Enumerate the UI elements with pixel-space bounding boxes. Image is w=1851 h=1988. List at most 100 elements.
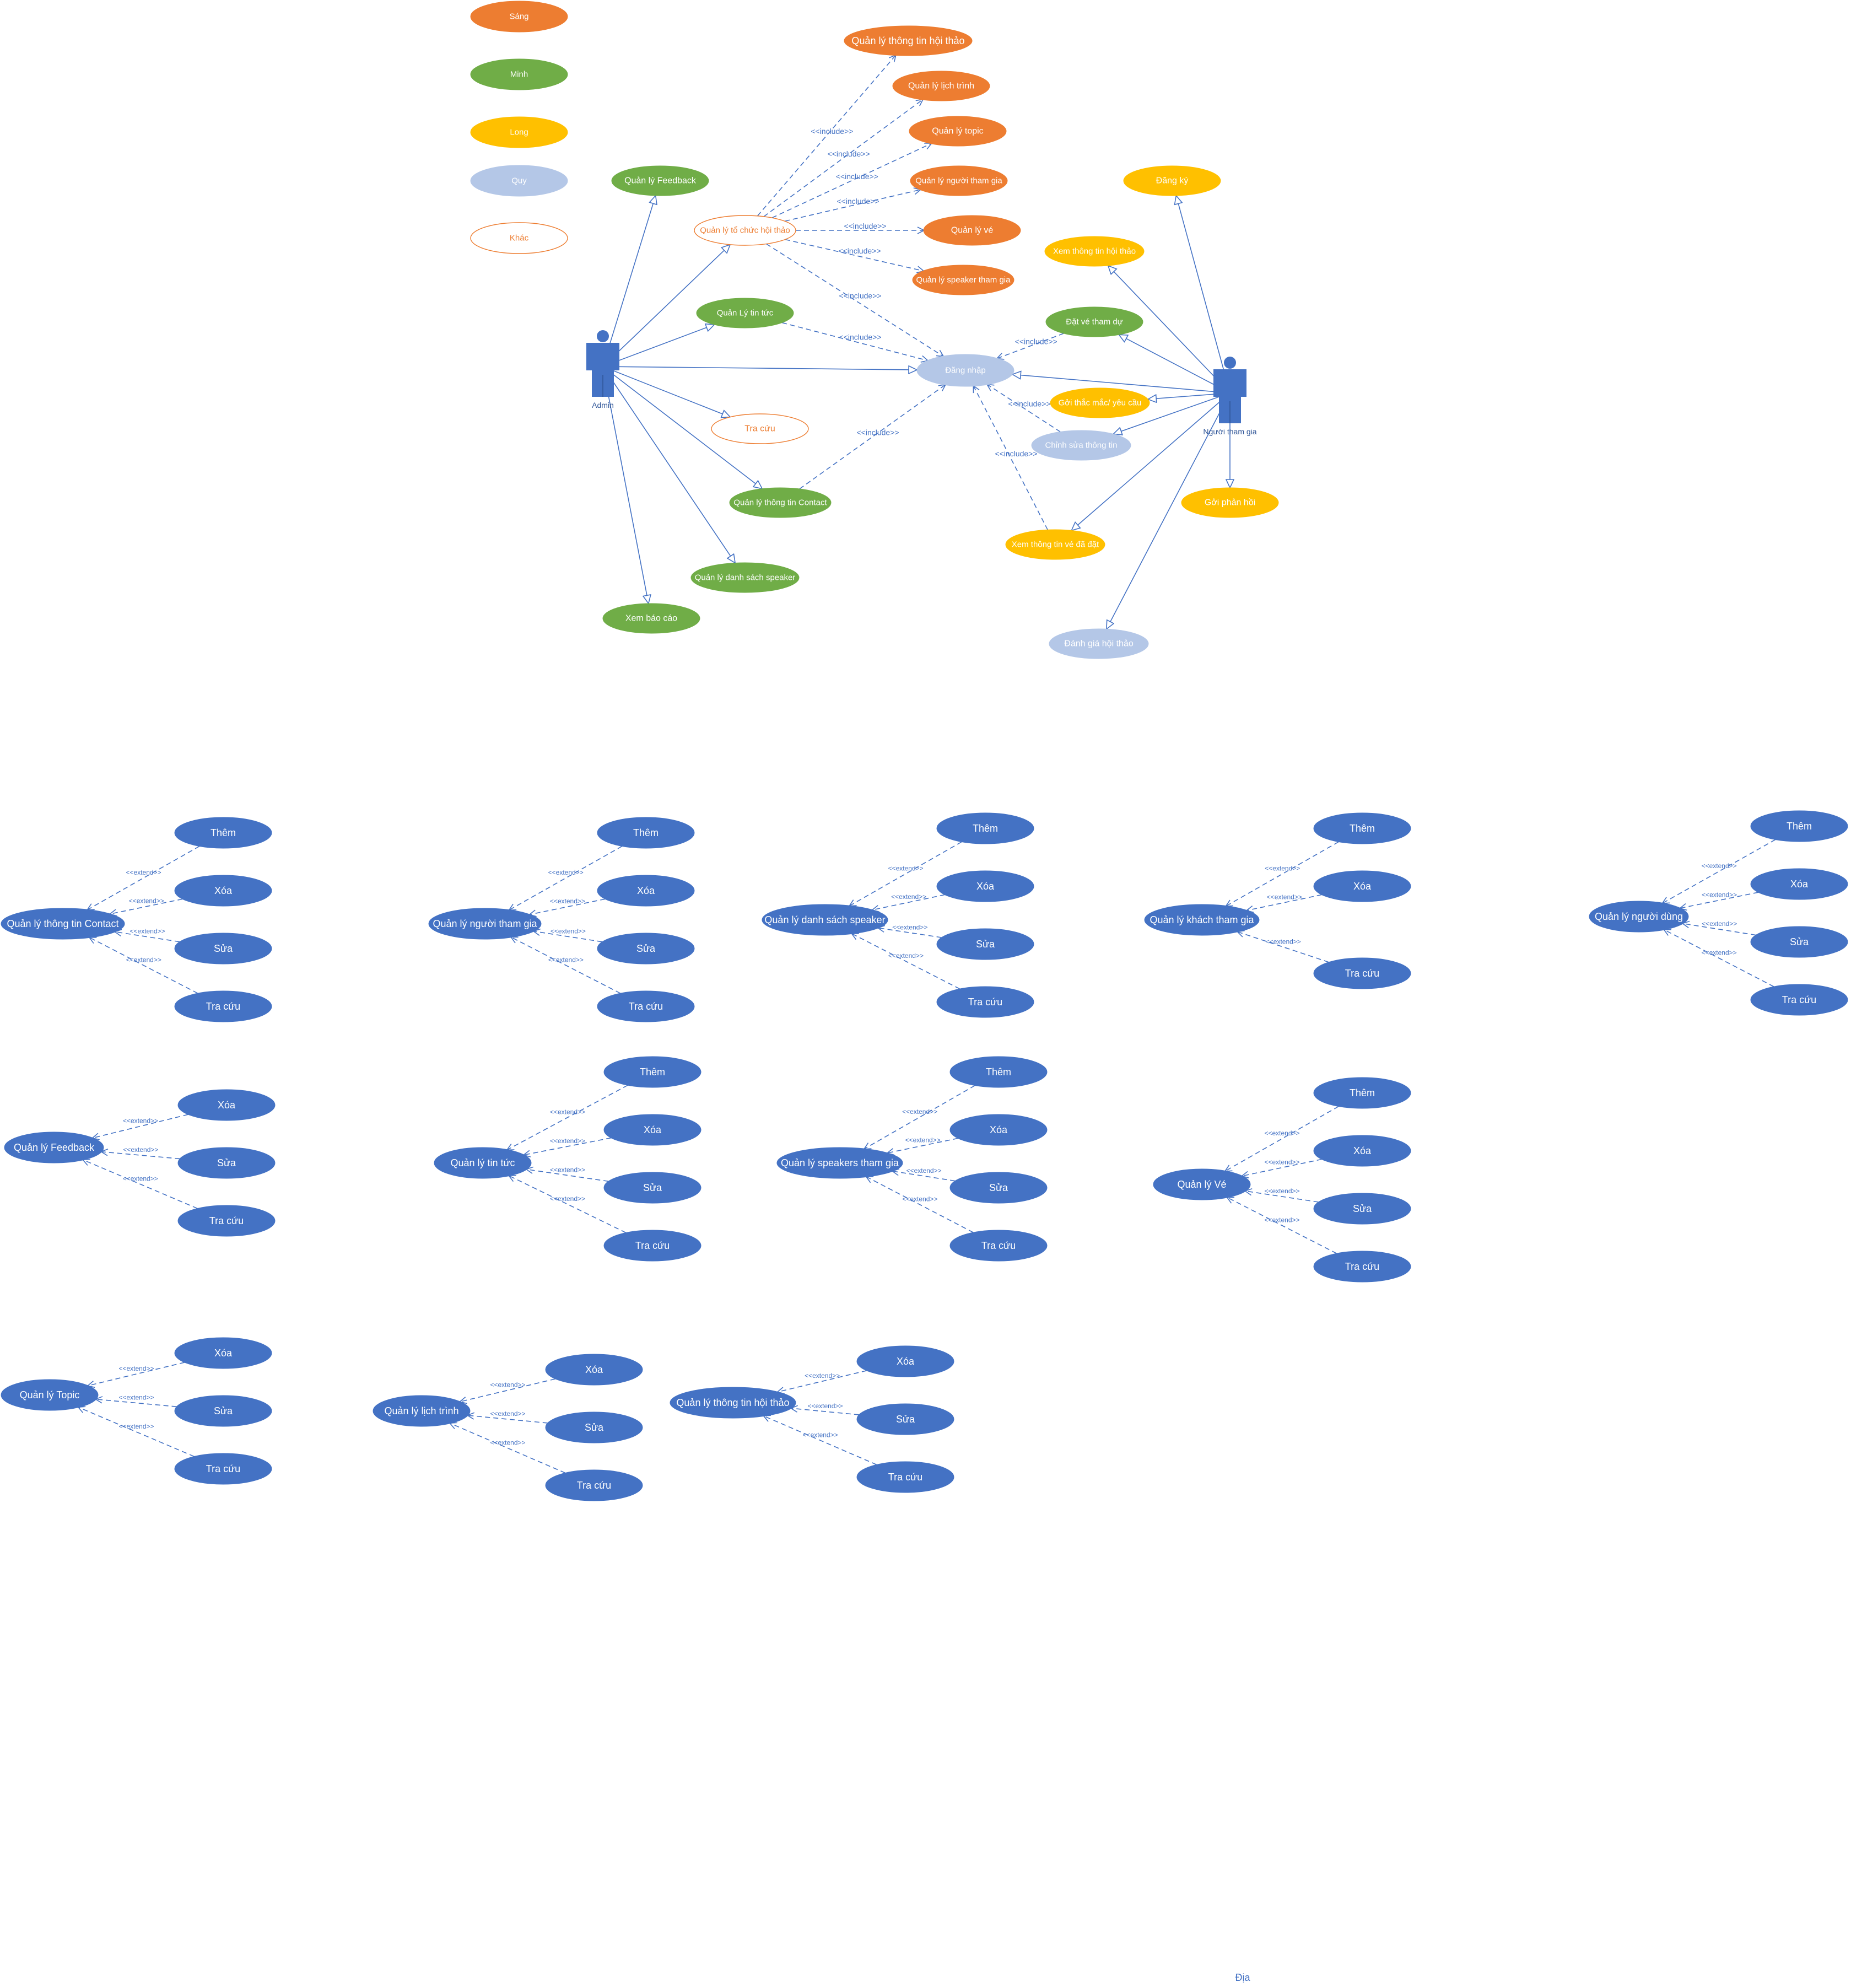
extend-item-grp-ve-2[interactable]: Sửa bbox=[1313, 1193, 1411, 1225]
extend-base-grp-speakers-tham-gia[interactable]: Quản lý speakers tham gia bbox=[776, 1147, 903, 1179]
use-case-xem-bao-cao[interactable]: Xem báo cáo bbox=[602, 603, 700, 634]
extend-item-grp-khach-tham-gia-1[interactable]: Xóa bbox=[1313, 870, 1411, 902]
extend-base-grp-topic[interactable]: Quản lý Topic bbox=[1, 1379, 99, 1411]
use-case-xem-thong-tin-hoi-thao[interactable]: Xem thông tin hội thảo bbox=[1044, 236, 1145, 267]
extend-item-grp-feedback-2[interactable]: Tra cứu bbox=[177, 1205, 276, 1237]
extend-item-grp-lich-trinh-2[interactable]: Tra cứu bbox=[545, 1469, 643, 1501]
actor-admin[interactable]: Admin bbox=[586, 330, 619, 410]
extend-line bbox=[101, 1152, 180, 1160]
extend-item-grp-danh-sach-speaker-1[interactable]: Xóa bbox=[936, 870, 1034, 902]
use-case-dang-ky[interactable]: Đăng ký bbox=[1123, 165, 1221, 196]
extend-item-grp-khach-tham-gia-0[interactable]: Thêm bbox=[1313, 812, 1411, 844]
extend-item-grp-tin-tuc-2[interactable]: Sửa bbox=[603, 1172, 701, 1204]
extend-base-grp-nguoi-tham-gia[interactable]: Quản lý người tham gia bbox=[428, 908, 542, 940]
extend-line bbox=[510, 845, 623, 909]
extend-item-grp-ve-1[interactable]: Xóa bbox=[1313, 1135, 1411, 1167]
extend-base-grp-lich-trinh[interactable]: Quản lý lịch trình bbox=[373, 1395, 471, 1427]
extend-item-grp-topic-0[interactable]: Xóa bbox=[174, 1337, 272, 1369]
legend-khac-shape bbox=[470, 222, 568, 254]
legend-long[interactable]: Long bbox=[470, 116, 568, 148]
use-case-xem-thong-tin-ve[interactable]: Xem thông tin vé đã đặt bbox=[1005, 529, 1105, 560]
extend-item-grp-contact-0[interactable]: Thêm bbox=[174, 817, 272, 849]
extend-item-grp-thong-tin-hoi-thao-1[interactable]: Sửa bbox=[856, 1403, 954, 1435]
extend-item-grp-topic-1[interactable]: Sửa bbox=[174, 1395, 272, 1427]
use-case-dat-ve-tham-du[interactable]: Đặt vé tham dự bbox=[1045, 306, 1143, 337]
use-case-tra-cuu[interactable]: Tra cứu bbox=[711, 413, 809, 444]
use-case-ql-to-chuc-hoi-thao[interactable]: Quản lý tổ chức hội thảo bbox=[694, 215, 796, 246]
extend-item-grp-feedback-1[interactable]: Sửa bbox=[177, 1147, 276, 1179]
extend-base-grp-nguoi-dung[interactable]: Quản lý người dùng bbox=[1589, 901, 1689, 933]
extend-line bbox=[450, 1424, 566, 1474]
extend-item-grp-danh-sach-speaker-2[interactable]: Sửa bbox=[936, 928, 1034, 960]
legend-khac[interactable]: Khác bbox=[470, 222, 568, 254]
extend-item-grp-nguoi-dung-3[interactable]: Tra cứu bbox=[1750, 984, 1848, 1016]
extend-item-grp-contact-2[interactable]: Sửa bbox=[174, 933, 272, 965]
use-case-chinh-sua-thong-tin[interactable]: Chỉnh sửa thông tin bbox=[1031, 430, 1131, 461]
use-case-gui-phan-hoi[interactable]: Gởi phản hồi bbox=[1181, 487, 1279, 518]
extend-base-grp-khach-tham-gia[interactable]: Quản lý khách tham gia bbox=[1144, 904, 1260, 936]
use-case-ql-ve[interactable]: Quản lý vé bbox=[923, 215, 1021, 246]
extend-item-grp-speakers-tham-gia-0[interactable]: Thêm bbox=[949, 1056, 1048, 1088]
use-case-ql-lich-trinh[interactable]: Quản lý lịch trình bbox=[892, 71, 990, 101]
use-case-ql-thong-tin-hoi-thao[interactable]: Quản lý thông tin hội thảo bbox=[844, 25, 973, 56]
extend-item-grp-contact-3[interactable]: Tra cứu bbox=[174, 990, 272, 1022]
extend-item-grp-nguoi-dung-2[interactable]: Sửa bbox=[1750, 926, 1848, 958]
extend-item-grp-nguoi-dung-1[interactable]: Xóa bbox=[1750, 868, 1848, 900]
legend-quy[interactable]: Quy bbox=[470, 165, 568, 197]
extend-item-grp-topic-2[interactable]: Tra cứu bbox=[174, 1453, 272, 1485]
extend-item-grp-contact-0-label: Thêm bbox=[211, 827, 236, 838]
extend-group-grp-feedback: Xóa Sửa Tra cứu Quản lý Feedback bbox=[4, 1089, 276, 1237]
extend-item-grp-tin-tuc-1[interactable]: Xóa bbox=[603, 1114, 701, 1146]
use-case-ql-nguoi-tham-gia[interactable]: Quản lý người tham gia bbox=[910, 165, 1008, 196]
extend-item-grp-nguoi-dung-3-label: Tra cứu bbox=[1782, 994, 1816, 1005]
extend-item-grp-thong-tin-hoi-thao-0[interactable]: Xóa bbox=[856, 1345, 954, 1377]
extend-base-grp-danh-sach-speaker[interactable]: Quản lý danh sách speaker bbox=[762, 904, 888, 936]
extend-base-grp-khach-tham-gia-shape bbox=[1144, 904, 1260, 936]
use-case-dang-nhap[interactable]: Đăng nhập bbox=[916, 354, 1014, 387]
extend-item-grp-ve-0[interactable]: Thêm bbox=[1313, 1077, 1411, 1109]
extend-base-grp-thong-tin-hoi-thao[interactable]: Quản lý thông tin hội thảo bbox=[670, 1387, 796, 1419]
extend-item-grp-nguoi-tham-gia-2[interactable]: Sửa bbox=[597, 933, 695, 965]
extend-item-grp-danh-sach-speaker-3[interactable]: Tra cứu bbox=[936, 986, 1034, 1018]
extend-item-grp-lich-trinh-0[interactable]: Xóa bbox=[545, 1354, 643, 1386]
extend-item-grp-khach-tham-gia-2[interactable]: Tra cứu bbox=[1313, 957, 1411, 989]
actor-nguoi-tham-gia[interactable]: Người tham gia bbox=[1203, 357, 1257, 436]
extend-item-grp-thong-tin-hoi-thao-2[interactable]: Tra cứu bbox=[856, 1461, 954, 1493]
use-case-ql-danh-sach-speaker-shape bbox=[690, 562, 800, 593]
use-case-danh-gia-hoi-thao[interactable]: Đánh giá hội thảo bbox=[1049, 628, 1149, 659]
include-ql-tin-tuc-dang-nhap bbox=[781, 322, 927, 360]
use-case-ql-topic[interactable]: Quản lý topic bbox=[909, 116, 1007, 147]
extend-group-grp-danh-sach-speaker: Thêm Xóa Sửa Tra cứu Quản lý danh sách speak… bbox=[762, 812, 1034, 1018]
extend-base-grp-topic-shape bbox=[1, 1379, 99, 1411]
extend-item-grp-danh-sach-speaker-0[interactable]: Thêm bbox=[936, 812, 1034, 844]
extend-item-grp-tin-tuc-0[interactable]: Thêm bbox=[603, 1056, 701, 1088]
use-case-gui-thac-mac[interactable]: Gởi thắc mắc/ yêu cầu bbox=[1050, 387, 1150, 418]
extend-item-grp-nguoi-tham-gia-3[interactable]: Tra cứu bbox=[597, 990, 695, 1022]
extend-item-grp-speakers-tham-gia-2[interactable]: Sửa bbox=[949, 1172, 1048, 1204]
extend-item-grp-ve-3[interactable]: Tra cứu bbox=[1313, 1251, 1411, 1283]
extend-base-grp-feedback[interactable]: Quản lý Feedback bbox=[4, 1132, 104, 1163]
use-case-ql-contact[interactable]: Quản lý thông tin Contact bbox=[729, 487, 832, 518]
extend-base-grp-tin-tuc[interactable]: Quản lý tin tức bbox=[434, 1147, 532, 1179]
extend-item-grp-nguoi-dung-0[interactable]: Thêm bbox=[1750, 810, 1848, 842]
use-case-ql-tin-tuc[interactable]: Quản Lý tin tức bbox=[696, 298, 794, 328]
extend-label: <<extend>> bbox=[123, 1175, 158, 1183]
extend-base-grp-ve[interactable]: Quản lý Vé bbox=[1153, 1168, 1251, 1200]
use-case-dang-nhap-label: Đăng nhập bbox=[945, 366, 985, 375]
use-case-gui-phan-hoi-shape bbox=[1181, 487, 1279, 518]
extend-item-grp-feedback-0[interactable]: Xóa bbox=[177, 1089, 276, 1121]
use-case-ql-speaker-tham-gia[interactable]: Quản lý speaker tham gia bbox=[912, 265, 1014, 295]
legend-sang[interactable]: Sáng bbox=[470, 1, 568, 33]
extend-item-grp-lich-trinh-1[interactable]: Sửa bbox=[545, 1411, 643, 1443]
extend-base-grp-contact[interactable]: Quản lý thông tin Contact bbox=[1, 908, 125, 940]
extend-item-grp-speakers-tham-gia-1[interactable]: Xóa bbox=[949, 1114, 1048, 1146]
extend-item-grp-speakers-tham-gia-3[interactable]: Tra cứu bbox=[949, 1230, 1048, 1262]
extend-item-grp-nguoi-tham-gia-1[interactable]: Xóa bbox=[597, 875, 695, 907]
use-case-ql-feedback[interactable]: Quản lý Feedback bbox=[611, 165, 709, 196]
extend-item-grp-tin-tuc-3[interactable]: Tra cứu bbox=[603, 1230, 701, 1262]
extend-item-grp-contact-1[interactable]: Xóa bbox=[174, 875, 272, 907]
extend-item-grp-nguoi-tham-gia-0[interactable]: Thêm bbox=[597, 817, 695, 849]
use-case-tra-cuu-shape bbox=[711, 413, 809, 444]
legend-minh[interactable]: Minh bbox=[470, 58, 568, 90]
use-case-ql-danh-sach-speaker[interactable]: Quản lý danh sách speaker bbox=[690, 562, 800, 593]
